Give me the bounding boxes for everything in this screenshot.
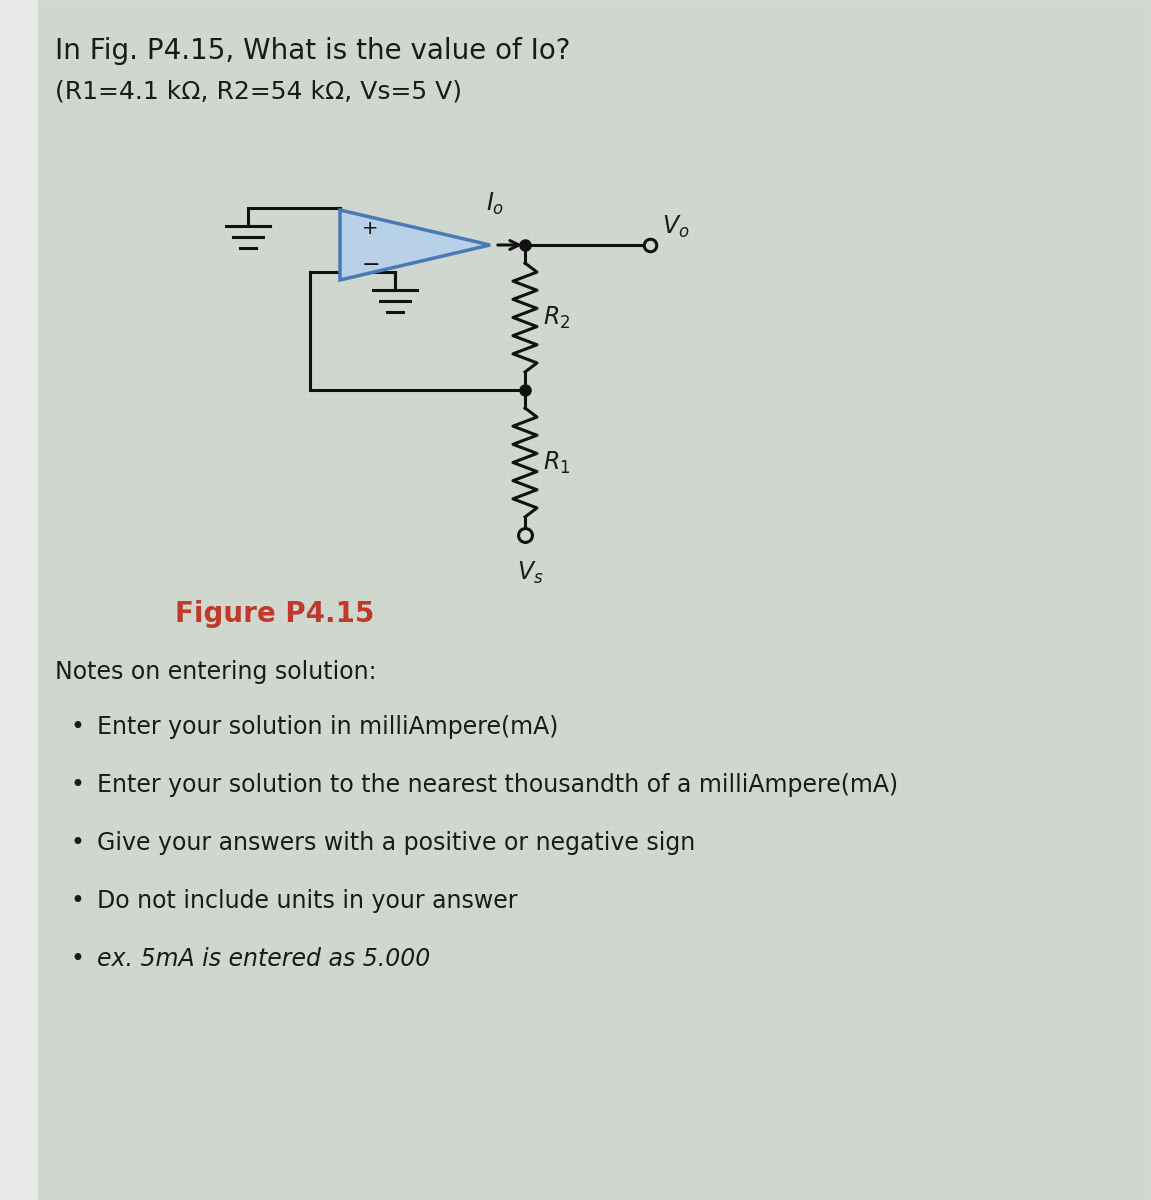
Text: Notes on entering solution:: Notes on entering solution: (55, 660, 376, 684)
Text: $R_2$: $R_2$ (543, 305, 570, 330)
Text: •: • (70, 830, 84, 854)
Text: Give your answers with a positive or negative sign: Give your answers with a positive or neg… (97, 830, 695, 854)
Text: Enter your solution to the nearest thousandth of a milliAmpere(mA): Enter your solution to the nearest thous… (97, 773, 898, 797)
Text: Enter your solution in milliAmpere(mA): Enter your solution in milliAmpere(mA) (97, 715, 558, 739)
Text: $V_s$: $V_s$ (517, 560, 543, 587)
Text: (R1=4.1 kΩ, R2=54 kΩ, Vs=5 V): (R1=4.1 kΩ, R2=54 kΩ, Vs=5 V) (55, 80, 462, 104)
Text: $R_1$: $R_1$ (543, 449, 570, 475)
Text: ex. 5mA is entered as 5.000: ex. 5mA is entered as 5.000 (97, 947, 430, 971)
Text: •: • (70, 773, 84, 797)
Text: •: • (70, 889, 84, 913)
Text: $V_o$: $V_o$ (662, 214, 689, 240)
Text: +: + (363, 218, 379, 238)
Text: $I_o$: $I_o$ (486, 191, 504, 217)
Text: •: • (70, 947, 84, 971)
Polygon shape (340, 210, 490, 280)
Text: −: − (363, 254, 381, 275)
Text: In Fig. P4.15, What is the value of Io?: In Fig. P4.15, What is the value of Io? (55, 37, 571, 65)
Bar (0, 0, 38, 1200)
Text: Do not include units in your answer: Do not include units in your answer (97, 889, 518, 913)
Text: •: • (70, 715, 84, 739)
Text: Figure P4.15: Figure P4.15 (175, 600, 374, 628)
